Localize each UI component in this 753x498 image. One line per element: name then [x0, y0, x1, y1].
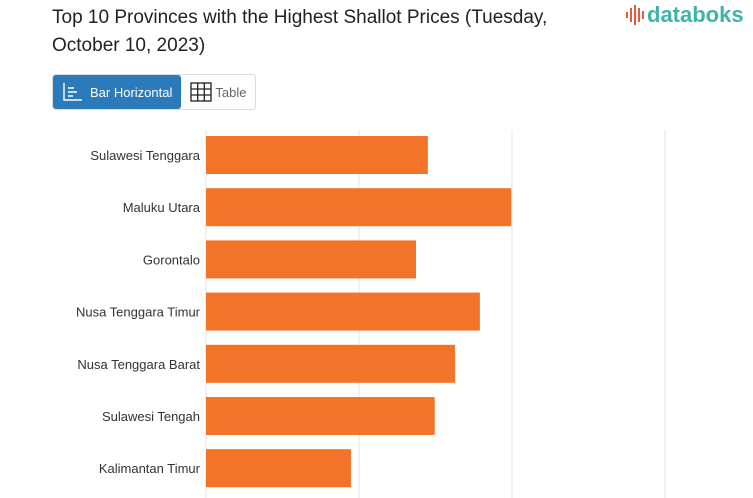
bar: [206, 397, 435, 435]
category-label: Kalimantan Timur: [99, 461, 201, 476]
bar-horizontal-label: Bar Horizontal: [90, 84, 173, 100]
table-label: Table: [215, 84, 247, 100]
category-label: Nusa Tenggara Barat: [77, 357, 200, 372]
bar-chart-icon: [63, 83, 82, 101]
category-label: Sulawesi Tenggara: [90, 148, 200, 163]
bar: [206, 292, 480, 331]
bar: [206, 449, 351, 488]
chart-title: Top 10 Provinces with the Highest Shallo…: [52, 7, 548, 56]
category-label: Nusa Tenggara Timur: [76, 305, 201, 320]
table-button[interactable]: Table: [181, 75, 255, 109]
view-toggle: Bar Horizontal Table: [52, 74, 257, 110]
logo-bars-icon: [626, 5, 644, 25]
category-label: Gorontalo: [143, 252, 200, 267]
bar-horizontal-button[interactable]: Bar Horizontal: [53, 75, 182, 109]
databoks-logo: databoks: [626, 2, 744, 28]
bar: [206, 344, 456, 383]
category-label: Sulawesi Tengah: [102, 409, 200, 424]
bar: [206, 136, 428, 174]
bar: [206, 188, 512, 227]
category-label: Maluku Utara: [123, 200, 201, 215]
logo-text: databoks: [647, 2, 744, 27]
bar: [206, 240, 416, 279]
table-icon: [190, 82, 213, 102]
